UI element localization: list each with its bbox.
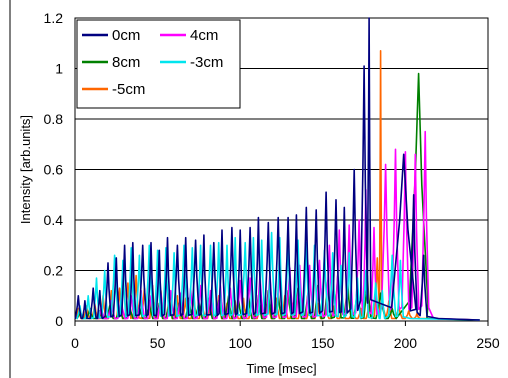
y-tick-label: 0.2 xyxy=(44,263,64,279)
legend-label: -3cm xyxy=(190,54,223,71)
series-line-0cm xyxy=(74,17,480,321)
plot-area-frame xyxy=(74,17,489,322)
y-tick-label: 1.2 xyxy=(44,10,64,26)
axis-ticks: 0 0.2 0.4 0.6 0.8 1 1.2 0 50 100 150 200 250 xyxy=(44,10,500,351)
x-axis-title: Time [msec] xyxy=(246,361,316,376)
x-tick-label: 250 xyxy=(476,335,500,351)
x-tick-label: 0 xyxy=(71,335,79,351)
series-line-3cm xyxy=(76,231,480,321)
legend-label: -5cm xyxy=(112,81,145,98)
y-tick-label: 0.8 xyxy=(44,111,64,127)
y-tick-label: 0.6 xyxy=(44,162,64,178)
series-layer xyxy=(74,17,480,321)
y-tick-label: 0.4 xyxy=(44,212,64,228)
y-tick-label: 1 xyxy=(55,61,63,77)
legend-label: 0cm xyxy=(112,27,140,44)
legend-label: 4cm xyxy=(190,27,218,44)
legend-label: 8cm xyxy=(112,54,140,71)
x-tick-label: 150 xyxy=(311,335,335,351)
y-tick-label: 0 xyxy=(55,313,63,329)
x-tick-label: 100 xyxy=(229,335,253,351)
x-tick-label: 50 xyxy=(150,335,166,351)
legend: 0cm 4cm 8cm -3cm -5cm xyxy=(76,19,241,109)
y-axis-title: Intensity [arb.units] xyxy=(18,115,33,224)
x-tick-label: 200 xyxy=(394,335,418,351)
